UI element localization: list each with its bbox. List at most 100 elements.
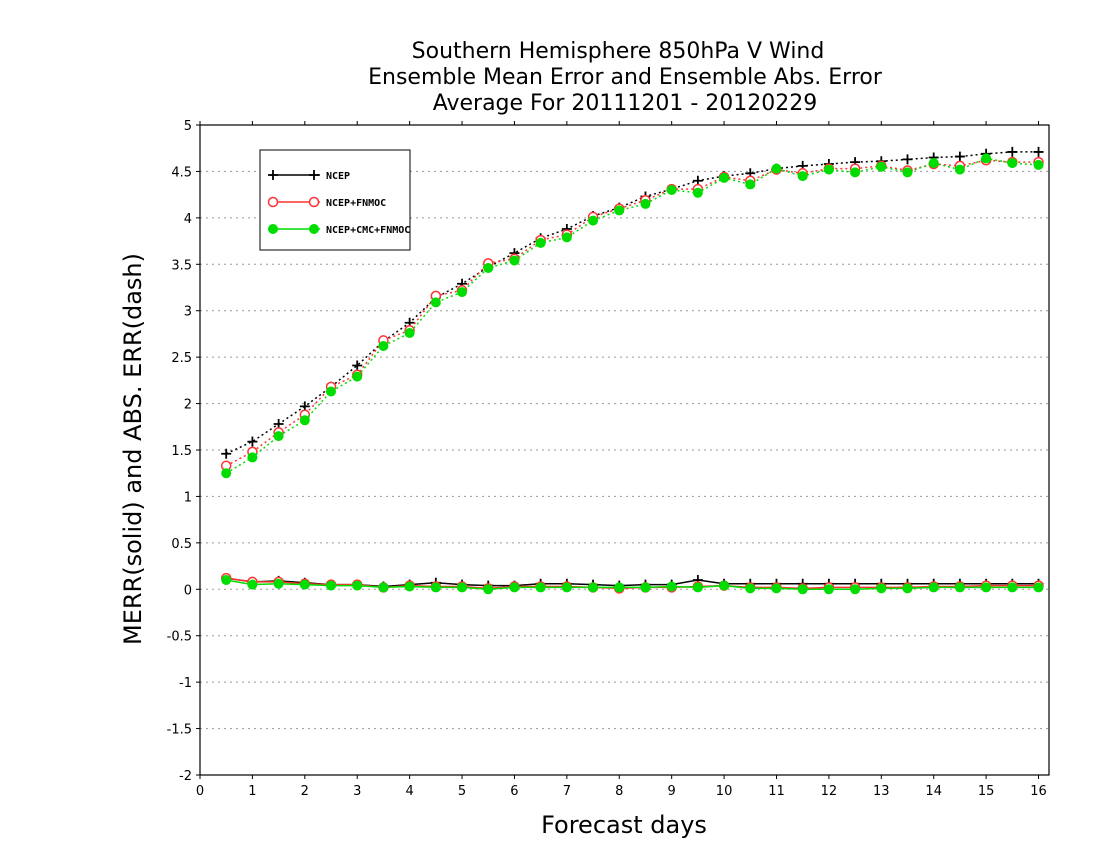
- abs-err-point: [850, 167, 861, 178]
- x-tick-label: 10: [716, 784, 733, 799]
- chart-title-line-2: Ensemble Mean Error and Ensemble Abs. Er…: [368, 65, 883, 90]
- legend-item: NCEP+FNMOC: [267, 196, 386, 209]
- abs-err-point: [876, 161, 887, 172]
- mean-err-point: [273, 578, 284, 589]
- mean-err-point: [902, 583, 913, 594]
- mean-err-point: [981, 582, 992, 593]
- x-tick-label: 2: [301, 784, 309, 799]
- abs-err-point: [928, 158, 939, 169]
- x-tick-label: 1: [248, 784, 256, 799]
- abs-err-point: [745, 179, 756, 190]
- mean-err-point: [509, 582, 520, 593]
- abs-err-point: [954, 151, 965, 162]
- abs-err-point: [273, 431, 284, 442]
- abs-err-point: [692, 187, 703, 198]
- mean-err-point: [352, 580, 363, 591]
- chart-title-line-3: Average For 20111201 - 20120229: [433, 91, 818, 116]
- mean-err-point: [561, 582, 572, 593]
- y-tick-label: -1: [179, 676, 192, 691]
- y-tick-label: 0: [184, 583, 192, 598]
- legend-box: [259, 149, 411, 251]
- abs-err-line: [225, 157, 1039, 474]
- abs-err-point: [247, 436, 258, 447]
- legend-marker: [267, 196, 279, 208]
- mean-err-point: [247, 579, 258, 590]
- mean-err-point: [535, 582, 546, 593]
- legend-label: NCEP+CMC+FNMOC: [326, 225, 410, 236]
- y-tick-label: 0.5: [171, 537, 192, 552]
- abs-err-point: [823, 164, 834, 175]
- y-tick-label: -2: [179, 769, 192, 784]
- y-tick-label: 1.5: [171, 444, 192, 459]
- legend: NCEP NCEP+FNMOC NCEP+CMC+FNMOC: [259, 149, 411, 251]
- y-tick-label: 3.5: [171, 258, 192, 273]
- mean-err-point: [221, 575, 232, 585]
- abs-err-point: [247, 452, 258, 463]
- legend-marker: [308, 196, 320, 208]
- mean-err-point: [823, 584, 834, 595]
- mean-err-point: [483, 584, 494, 595]
- abs-err-point: [378, 341, 389, 351]
- mean-err-point: [326, 580, 337, 591]
- abs-err-point: [902, 154, 913, 165]
- y-tick-label: 4: [184, 212, 192, 227]
- mean-err-point: [666, 581, 677, 592]
- mean-err-point: [797, 584, 808, 595]
- legend-item: NCEP: [268, 170, 350, 182]
- legend-marker: [268, 224, 278, 234]
- gridlines: [200, 170, 1049, 730]
- abs-err-point: [902, 167, 913, 178]
- legend-marker: [268, 170, 278, 180]
- mean-err-point: [954, 582, 965, 593]
- abs-err-point: [1033, 146, 1044, 157]
- mean-err-point: [588, 582, 599, 593]
- mean-err-point: [928, 582, 939, 593]
- legend-item: NCEP+CMC+FNMOC: [268, 224, 410, 236]
- abs-err-point: [457, 287, 468, 298]
- abs-err-point: [430, 297, 441, 308]
- mean-err-point: [1033, 582, 1044, 593]
- x-tick-label: 8: [615, 784, 623, 799]
- y-tick-label: 2.5: [171, 351, 192, 366]
- abs-err-point: [352, 360, 363, 371]
- x-tick-label: 11: [768, 784, 785, 799]
- chart-title-line-1: Southern Hemisphere 850hPa V Wind: [412, 39, 825, 64]
- abs-err-point: [535, 237, 546, 248]
- abs-err-point: [614, 205, 625, 216]
- x-tick-label: 6: [510, 784, 518, 799]
- abs-err-point: [299, 415, 310, 426]
- mean-err-point: [614, 582, 625, 593]
- y-tick-label: 3: [184, 305, 192, 320]
- y-tick-label: -0.5: [167, 630, 192, 645]
- legend-label: NCEP: [326, 171, 350, 182]
- abs-err-point: [221, 468, 232, 479]
- abs-err-point: [1033, 159, 1044, 170]
- abs-err-point: [797, 171, 808, 182]
- mean-err-point: [457, 582, 468, 593]
- abs-err-point: [1007, 158, 1018, 169]
- mean-err-point: [299, 579, 310, 590]
- abs-err-point: [221, 448, 232, 459]
- series-ncep-cmc-fnmoc: [221, 153, 1044, 595]
- x-tick-label: 4: [405, 784, 413, 799]
- mean-err-point: [404, 581, 415, 592]
- legend-label: NCEP+FNMOC: [326, 198, 386, 209]
- legend-marker: [309, 224, 319, 234]
- mean-err-point: [876, 583, 887, 594]
- mean-err-point: [430, 582, 441, 593]
- mean-err-point: [640, 582, 651, 593]
- mean-err-point: [692, 582, 703, 593]
- abs-err-point: [352, 371, 363, 382]
- abs-err-point: [404, 328, 415, 338]
- x-tick-label: 16: [1030, 784, 1047, 799]
- y-axis-label: MERR(solid) and ABS. ERR(dash): [119, 253, 147, 645]
- x-tick-label: 12: [821, 784, 838, 799]
- abs-err-point: [981, 153, 992, 164]
- x-tick-label: 3: [353, 784, 361, 799]
- legend-marker: [309, 170, 319, 180]
- abs-err-point: [326, 386, 337, 397]
- abs-err-point: [954, 164, 965, 175]
- x-axis-label: Forecast days: [541, 811, 707, 839]
- mean-err-point: [378, 582, 389, 593]
